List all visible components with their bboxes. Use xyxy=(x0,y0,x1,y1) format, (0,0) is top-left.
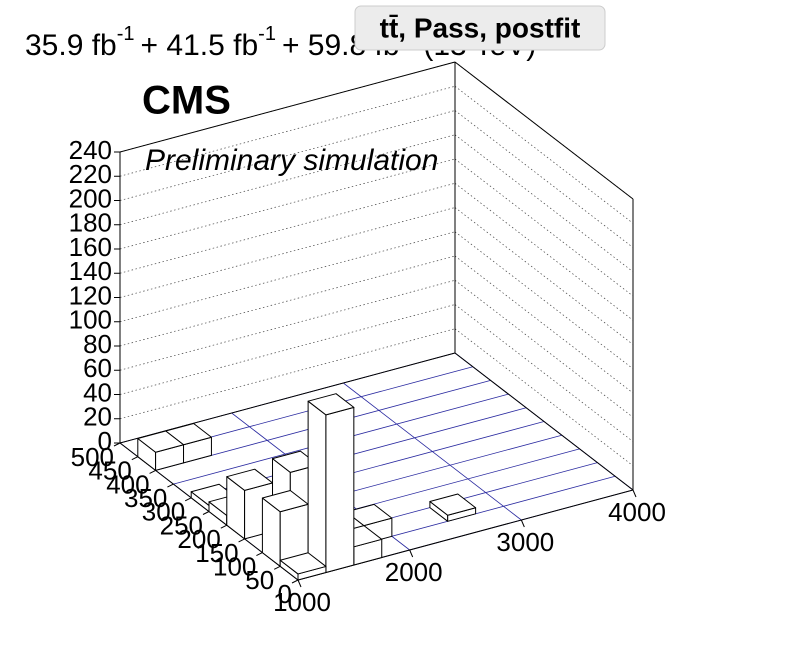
lego-bar xyxy=(137,430,185,471)
z-grid-line xyxy=(119,182,456,274)
y-tick-label: 400 xyxy=(106,469,149,499)
chart-title: tt̄, Pass, postfit xyxy=(380,12,581,43)
lego-bar xyxy=(279,552,327,581)
z-grid-line xyxy=(119,231,456,323)
z-tick-label: 200 xyxy=(69,183,112,213)
bar-top-face xyxy=(307,393,355,416)
y-tick xyxy=(184,497,192,502)
lumi-part: -1 xyxy=(258,23,276,45)
z-grid-line xyxy=(119,85,456,177)
x-tick-label: 3000 xyxy=(496,527,554,557)
z-grid-line xyxy=(119,255,456,347)
z-tick-label: 240 xyxy=(69,135,112,165)
lego-bar xyxy=(307,393,355,573)
z-tick-label: 160 xyxy=(69,232,112,262)
x-tick xyxy=(632,489,637,498)
z-grid-line xyxy=(454,110,634,248)
lumi-part: -1 xyxy=(117,23,135,45)
y-tick-label: 100 xyxy=(213,551,256,581)
z-grid-line xyxy=(454,207,634,345)
y-tick-label: 150 xyxy=(195,538,238,568)
frame-edge xyxy=(454,352,634,491)
x-tick xyxy=(409,549,414,558)
frame-edge xyxy=(454,61,634,200)
y-tick-label: 500 xyxy=(71,442,114,472)
y-tick xyxy=(220,524,228,529)
x-tick-label: 2000 xyxy=(385,557,443,587)
z-tick-label: 80 xyxy=(83,329,112,359)
z-grid-line xyxy=(119,328,456,420)
title-box xyxy=(354,5,606,51)
z-tick-label: 120 xyxy=(69,280,112,310)
bar-front-face xyxy=(325,406,355,573)
y-tick xyxy=(167,483,174,488)
y-tick-label: 300 xyxy=(142,497,185,527)
y-tick-label: 50 xyxy=(245,565,274,595)
y-tick-label: 200 xyxy=(177,524,220,554)
y-tick xyxy=(149,469,156,474)
y-tick xyxy=(256,552,263,557)
z-grid-line xyxy=(119,279,456,371)
y-tick xyxy=(113,442,121,447)
z-grid-line xyxy=(454,304,634,442)
x-tick xyxy=(297,579,302,588)
subtitle: Preliminary simulation xyxy=(145,144,438,177)
z-grid-line xyxy=(119,158,456,250)
z-grid-line xyxy=(119,304,456,395)
z-grid-line xyxy=(119,207,456,298)
z-grid-line xyxy=(454,134,634,273)
z-grid-line xyxy=(119,110,456,201)
bar-top-face xyxy=(279,552,327,575)
y-tick xyxy=(273,565,281,570)
x-tick-label: 1000 xyxy=(273,587,331,617)
z-grid-line xyxy=(454,328,634,467)
z-tick-label: 140 xyxy=(69,256,112,286)
z-tick-label: 60 xyxy=(83,353,112,383)
y-tick-label: 250 xyxy=(160,510,203,540)
z-tick-label: 100 xyxy=(69,305,112,335)
plot-area xyxy=(113,61,637,588)
z-grid-line xyxy=(119,134,456,226)
y-tick xyxy=(131,456,139,461)
bar-top-face xyxy=(261,490,309,513)
z-grid-line xyxy=(454,182,634,321)
y-tick-label: 350 xyxy=(124,483,167,513)
bar-top-face xyxy=(226,468,274,491)
z-tick-label: 40 xyxy=(83,377,112,407)
y-tick xyxy=(202,511,210,515)
bar-top-face xyxy=(429,493,477,516)
x-tick-label: 4000 xyxy=(608,497,666,527)
lumi-part: 35.9 fb xyxy=(25,29,117,62)
z-grid-line xyxy=(454,255,634,394)
frame-edge xyxy=(119,61,456,153)
lumi-part: + 41.5 fb xyxy=(141,29,259,62)
x-tick xyxy=(520,519,525,528)
y-tick-label: 450 xyxy=(88,456,131,486)
z-grid-line xyxy=(454,158,634,297)
z-tick-label: 0 xyxy=(98,426,112,456)
z-tick-label: 180 xyxy=(69,208,112,238)
y-tick-label: 0 xyxy=(278,579,292,609)
z-grid-line xyxy=(454,85,634,224)
z-tick-label: 20 xyxy=(83,402,112,432)
z-tick-label: 220 xyxy=(69,159,112,189)
experiment-label: CMS xyxy=(142,79,231,123)
y-tick xyxy=(238,538,245,543)
bar-top-face xyxy=(137,430,185,453)
z-grid-line xyxy=(454,279,634,418)
z-grid-line xyxy=(454,231,634,370)
bar-left-face xyxy=(307,400,327,573)
lego-bar xyxy=(429,493,477,522)
y-tick xyxy=(291,579,299,584)
